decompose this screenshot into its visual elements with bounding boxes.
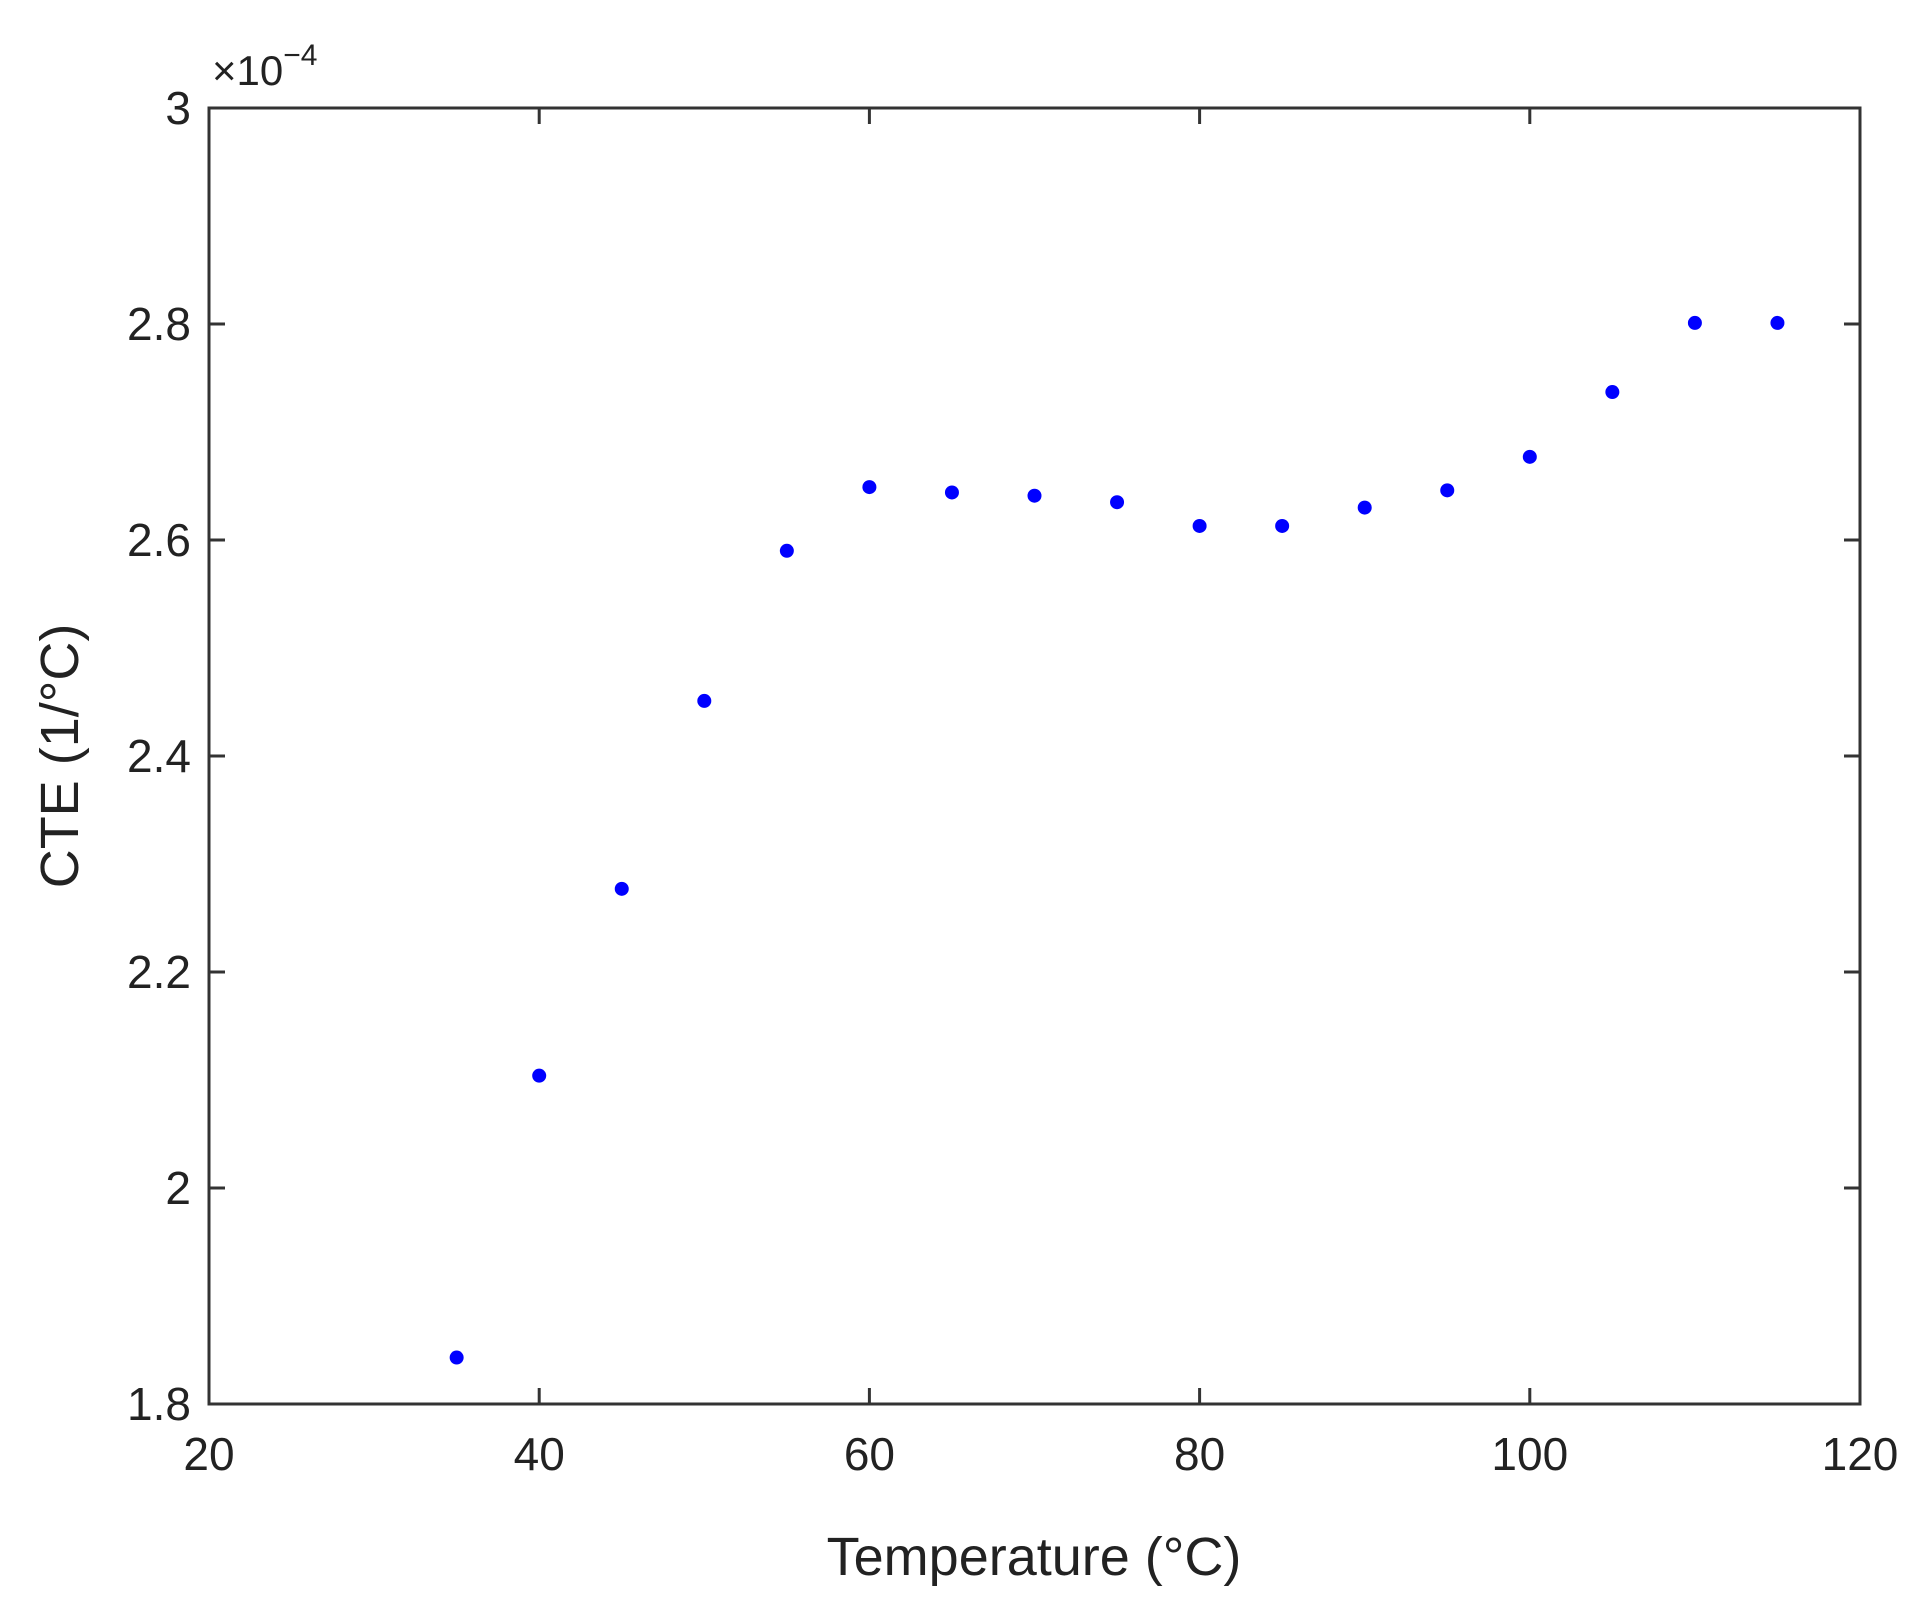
data-point-0-0 [449,1350,464,1365]
data-point-0-6 [944,485,959,500]
data-point-0-10 [1275,518,1290,533]
data-point-0-9 [1192,518,1207,533]
data-point-0-7 [1027,488,1042,503]
y-tick-label-4: 2.6 [127,514,191,566]
y-tick-label-3: 2.4 [127,730,191,782]
data-point-0-5 [862,480,877,495]
y-tick-label-0: 1.8 [127,1378,191,1430]
y-axis-label: CTE (1/°C) [30,624,90,889]
data-point-0-4 [779,543,794,558]
data-point-0-15 [1687,315,1702,330]
x-axis-ticks: 20 40 60 80 100 120 [183,108,1898,1480]
data-point-0-1 [532,1068,547,1083]
x-tick-label-3: 80 [1174,1428,1225,1480]
y-axis-ticks: 1.8 2 2.2 2.4 2.6 2.8 3 [127,82,1860,1430]
plot-area [207,106,1862,1406]
data-point-0-8 [1110,495,1125,510]
data-point-0-11 [1357,500,1372,515]
x-tick-label-2: 60 [844,1428,895,1480]
x-tick-label-1: 40 [514,1428,565,1480]
x-axis-label: Temperature (°C) [827,1527,1242,1587]
data-point-0-3 [697,693,712,708]
data-points [449,315,1785,1365]
data-point-0-12 [1440,483,1455,498]
y-tick-label-2: 2.2 [127,946,191,998]
data-point-0-14 [1605,385,1620,400]
data-point-0-13 [1522,449,1537,464]
data-point-0-2 [614,881,629,896]
y-multiplier-base: ×10 [212,47,283,94]
x-tick-label-0: 20 [183,1428,234,1480]
x-tick-label-5: 120 [1822,1428,1899,1480]
y-tick-label-1: 2 [165,1162,191,1214]
data-point-0-16 [1770,315,1785,330]
y-tick-label-5: 2.8 [127,298,191,350]
x-tick-label-4: 100 [1491,1428,1568,1480]
y-tick-label-6: 3 [165,82,191,134]
y-multiplier-exponent: −4 [283,39,317,72]
y-axis-multiplier: ×10−4 [212,39,317,94]
